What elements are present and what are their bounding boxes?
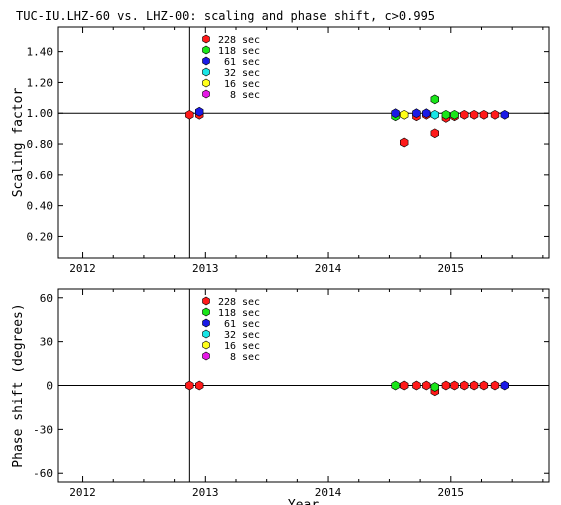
data-point [490,380,500,391]
legend-marker [202,45,210,55]
legend-label: sec [242,308,260,319]
y-axis-label: Scaling factor [11,88,26,198]
data-point [399,137,409,148]
legend-label: 61 [224,319,236,330]
plot-frame [57,26,550,259]
data-point [399,109,409,120]
x-tick-label: 2012 [69,262,96,275]
y-tick-label: 0.40 [27,200,54,213]
data-point [450,109,459,120]
y-tick-label: 0.20 [27,230,54,243]
legend-label: 16 [224,79,236,90]
x-axis-label: Year [288,498,319,505]
legend-label: 118 [218,308,236,319]
data-point [460,109,469,120]
figure-title: TUC-IU.LHZ-60 vs. LHZ-00: scaling and ph… [16,9,435,23]
legend-label: sec [242,330,260,341]
legend-marker [202,296,210,306]
phase-shift-panel: -60 -30 0 30 60 2012 2013 2014 2015 Phase shift (… [11,288,550,505]
legend-label: sec [242,297,260,308]
legend-label: sec [242,79,260,90]
legend-marker [202,329,210,339]
data-point [469,109,479,120]
y-tick-label: -60 [33,467,53,480]
y-tick-label: 0.60 [27,169,54,182]
data-point [195,380,204,391]
data-point [430,109,440,120]
data-point [430,382,440,392]
x-tick-label: 2013 [192,486,219,499]
y-tick-label: 60 [40,292,53,305]
x-tick-label: 2013 [192,262,219,275]
legend-label: sec [242,46,260,57]
legend-marker [202,340,210,350]
data-point [422,380,431,391]
data-point [391,380,400,391]
data-point [430,128,440,139]
legend-label: 228 [218,297,236,308]
legend-marker [202,89,210,99]
legend-marker [202,34,210,44]
legend-label: 118 [218,46,236,57]
legend-label: 32 [224,68,236,79]
legend-label: sec [242,90,260,101]
data-point [479,380,489,391]
legend-label: sec [242,68,260,79]
legend-marker [202,56,210,66]
legend-label: 32 [224,330,236,341]
x-tick-label: 2015 [438,486,465,499]
legend-label: 8 [230,352,236,363]
legend-label: 16 [224,341,236,352]
legend-marker [202,351,210,361]
legend-label: 228 [218,35,236,46]
y-tick-label: 30 [40,336,53,349]
legend-label: sec [242,352,260,363]
legend-label: sec [242,341,260,352]
y-tick-label: 1.00 [27,107,54,120]
data-point [412,108,421,119]
data-point [399,380,409,391]
data-point [422,108,431,119]
data-point [450,380,459,391]
data-point [195,106,204,117]
data-point [441,109,451,120]
data-point [500,380,510,391]
y-tick-label: 0 [46,380,53,393]
legend-label: sec [242,35,260,46]
x-tick-label: 2014 [315,262,342,275]
data-point [490,109,500,120]
y-tick-label: 0.80 [27,138,54,151]
x-tick-label: 2012 [69,486,96,499]
x-tick-label: 2015 [438,262,465,275]
y-tick-label: 1.20 [27,76,54,89]
y-tick-label: -30 [33,423,53,436]
legend-marker [202,318,210,328]
data-point [500,109,510,120]
y-axis-label: Phase shift (degrees) [11,303,26,467]
data-point [185,380,194,391]
data-point [469,380,479,391]
data-point [185,109,194,120]
data-point [441,380,451,391]
legend-marker [202,78,210,88]
legend-label: 61 [224,57,236,68]
legend-label: sec [242,57,260,68]
data-point [391,108,400,119]
data-point [430,94,440,105]
legend-marker [202,67,210,77]
y-tick-label: 1.40 [27,46,54,59]
legend-label: sec [242,319,260,330]
legend-marker [202,307,210,317]
scaling-factor-panel: 0.20 0.40 0.60 0.80 1.00 1.20 1.40 2012 2013 2014… [11,26,550,275]
legend-label: 8 [230,90,236,101]
data-point [460,380,469,391]
x-tick-label: 2014 [315,486,342,499]
data-point [479,109,489,120]
data-point [412,380,421,391]
